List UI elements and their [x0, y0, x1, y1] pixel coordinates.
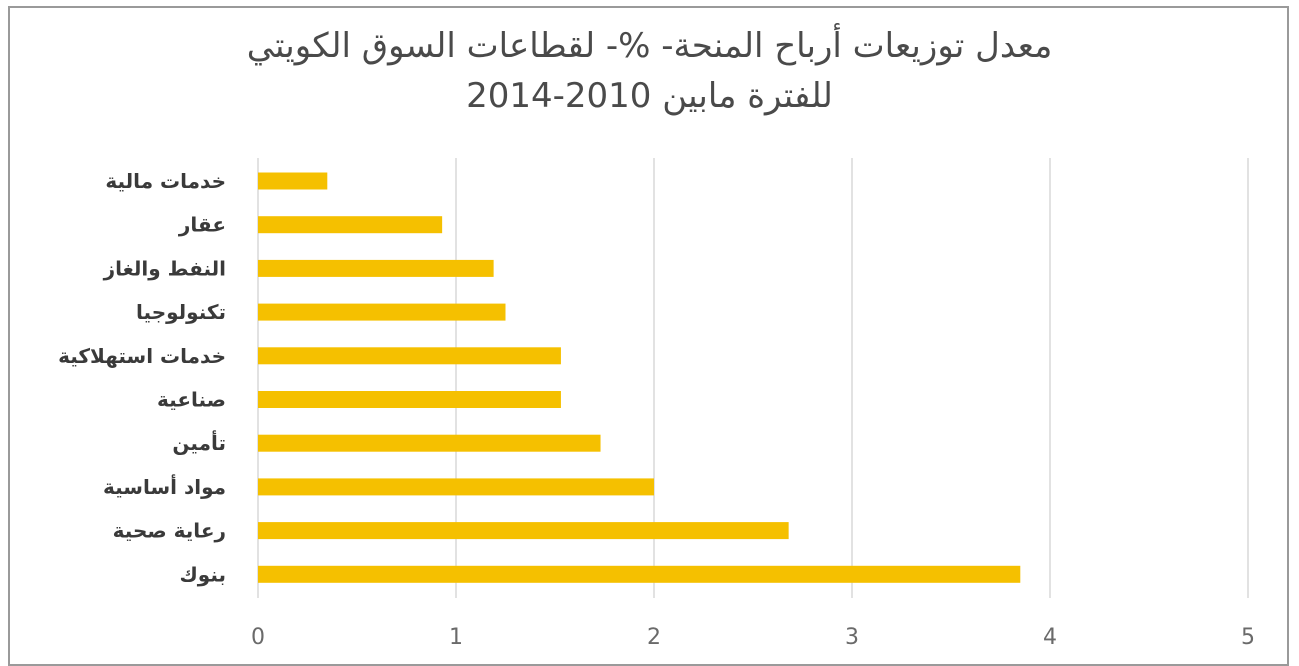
category-label: صناعية: [157, 388, 226, 412]
category-label: خدمات استهلاكية: [58, 344, 226, 368]
bar: [258, 478, 654, 496]
bar: [258, 522, 789, 540]
category-label: تأمين: [172, 429, 226, 455]
chart-title-line-2: للفترة مابين 2010-2014: [466, 76, 833, 116]
x-tick-label: 1: [449, 625, 463, 650]
category-label: مواد أساسية: [103, 473, 226, 499]
category-label: عقار: [178, 213, 226, 237]
bar: [258, 259, 494, 277]
bar: [258, 172, 328, 190]
x-tick-label: 3: [845, 625, 859, 650]
chart-title-line-1: معدل توزيعات أرباح المنحة- %- لقطاعات ال…: [246, 26, 1053, 66]
x-tick-label: 0: [251, 625, 265, 650]
bar: [258, 391, 561, 408]
category-label: النفط والغاز: [103, 256, 226, 280]
x-tick-label: 5: [1241, 625, 1255, 650]
bar: [258, 216, 443, 234]
category-labels: خدمات مالية عقار النفط والغاز تكنولوجيا خدما…: [58, 169, 226, 586]
x-tick-label: 4: [1043, 625, 1057, 650]
bar: [258, 347, 561, 365]
bar: [258, 303, 506, 321]
x-tick-labels: 0 1 2 3 4 5: [251, 625, 1255, 650]
chart-frame: [8, 6, 1289, 666]
category-label: رعاية صحية: [113, 519, 226, 543]
bars: [258, 172, 1021, 583]
category-label: بنوك: [179, 562, 226, 586]
bar: [258, 565, 1021, 583]
category-label: خدمات مالية: [105, 169, 226, 193]
category-label: تكنولوجيا: [136, 300, 226, 324]
x-tick-label: 2: [647, 625, 661, 650]
bar: [258, 434, 601, 452]
